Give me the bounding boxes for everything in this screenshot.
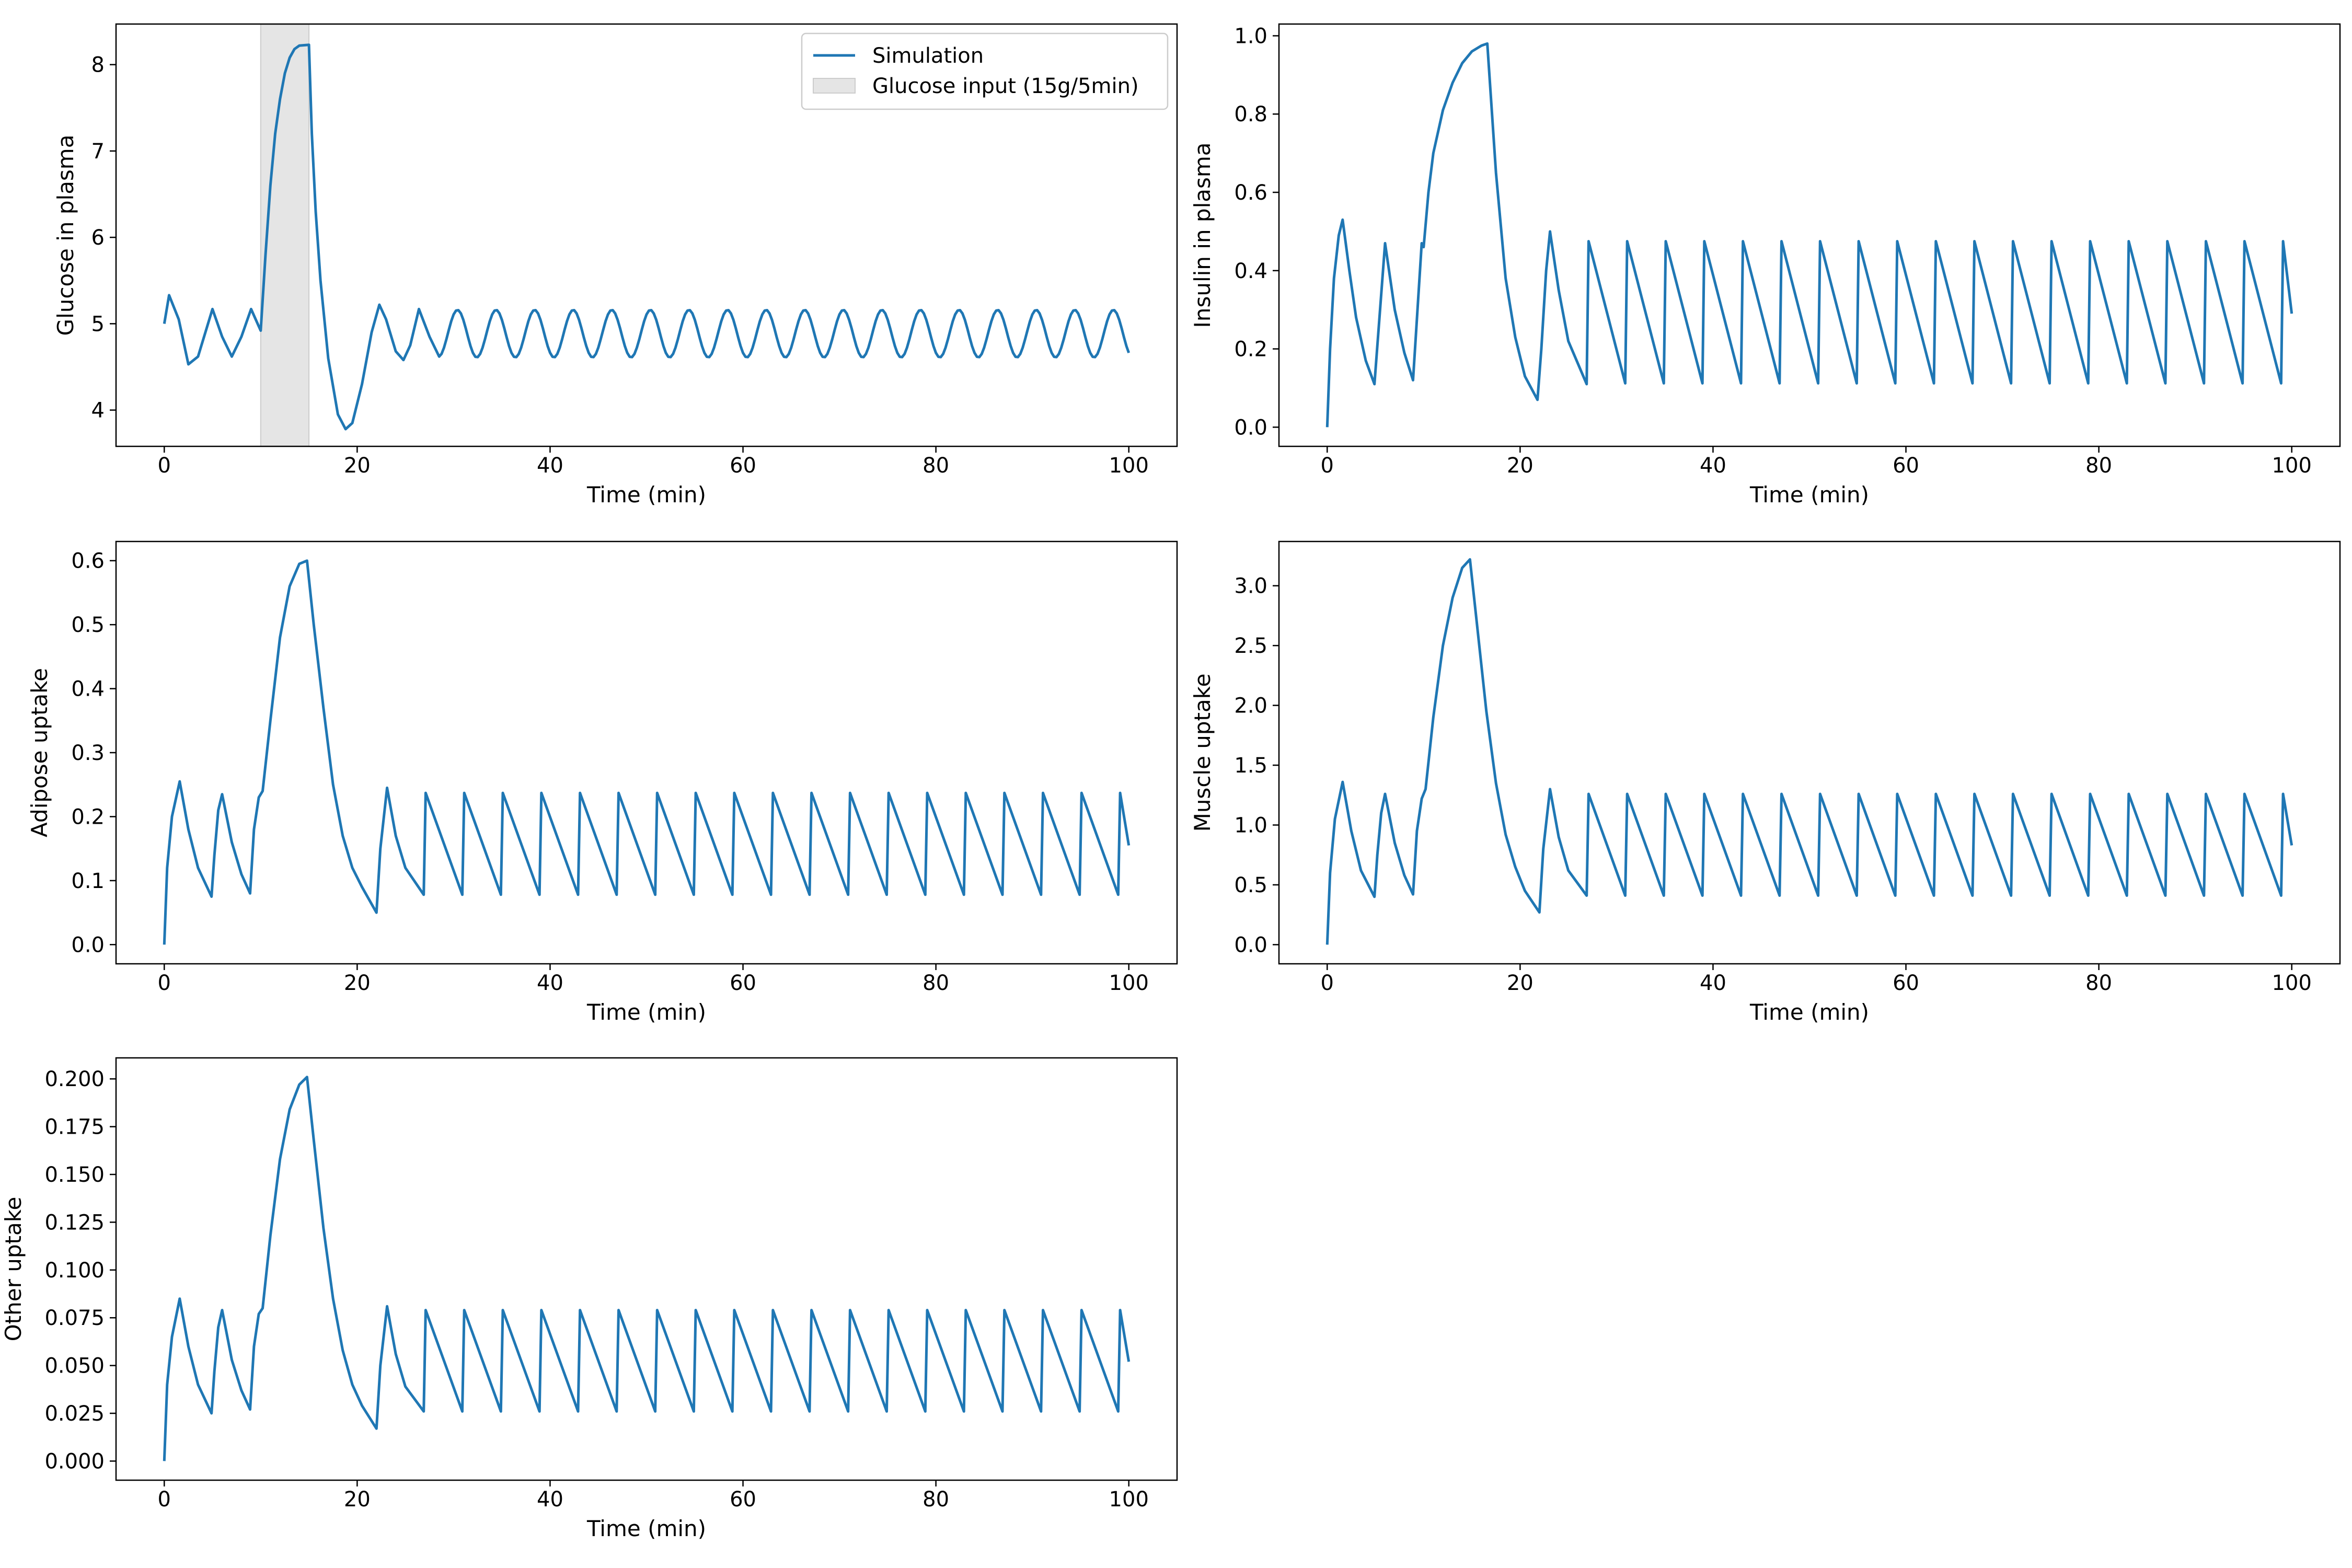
legend-entry-glucose-input: Glucose input (15g/5min) [872,74,1139,98]
legend-entry-simulation: Simulation [872,44,984,68]
y-tick-label: 0.6 [1234,181,1267,205]
y-tick-label: 0.200 [44,1067,105,1091]
y-tick-label: 0.1 [71,869,105,893]
x-tick-label: 60 [730,1488,756,1512]
y-tick-label: 1.5 [1234,754,1267,778]
y-tick-label: 0.025 [44,1402,105,1426]
x-tick-label: 100 [2272,454,2312,478]
x-tick-label: 20 [1507,971,1534,995]
x-tick-label: 80 [923,1488,949,1512]
y-tick-label: 0.050 [44,1354,105,1378]
x-axis-label: Time (min) [586,482,706,508]
axes-frame [115,23,1178,447]
x-tick-label: 80 [923,971,949,995]
subplot-adipose: 0 20 40 60 80 100 0.0 0.1 0.2 0.3 0.4 0.5 0.6 Time (m… [27,540,1178,1025]
x-axis-label: Time (min) [1749,482,1869,508]
series-line-simulation [163,559,1131,945]
y-tick-label: 5 [91,312,105,336]
y-tick-label: 0.150 [44,1163,105,1187]
y-tick-label: 0.4 [71,677,105,701]
x-tick-label: 60 [730,971,756,995]
y-tick-label: 0.075 [44,1306,105,1330]
y-tick-label: 1.0 [1234,24,1267,48]
legend-box [801,32,1169,110]
subplot-other: 0 20 40 60 80 100 0.000 0.025 0.050 0.075 0.100 0.1… [1,1057,1178,1541]
y-tick-label: 0.5 [1234,873,1267,897]
x-tick-label: 60 [1893,454,1919,478]
x-tick-label: 40 [537,1488,563,1512]
x-tick-label: 80 [2085,454,2112,478]
x-tick-label: 40 [1700,454,1726,478]
y-tick-label: 6 [91,226,105,250]
glucose-input-region [260,24,310,447]
axes-frame [115,1057,1178,1481]
y-tick-label: 1.0 [1234,813,1267,837]
y-tick-label: 2.0 [1234,694,1267,718]
x-tick-label: 100 [1109,971,1149,995]
axes-frame [115,540,1178,965]
x-tick-label: 20 [344,454,371,478]
y-tick-label: 7 [91,140,105,164]
axes-frame [1278,540,2341,965]
y-tick-label: 4 [91,399,105,423]
y-axis-label: Glucose in plasma [53,135,78,336]
x-axis-label: Time (min) [586,1516,706,1541]
x-tick-label: 0 [1321,454,1334,478]
y-tick-label: 0.125 [44,1210,105,1235]
y-tick-label: 0.2 [71,805,105,829]
x-tick-label: 40 [537,971,563,995]
x-axis-label: Time (min) [586,999,706,1025]
y-tick-label: 0.2 [1234,338,1267,362]
y-tick-label: 0.000 [44,1449,105,1473]
x-axis-label: Time (min) [1749,999,1869,1025]
legend-patch-swatch [813,78,856,94]
subplot-glucose: 0 20 40 60 80 100 4 5 6 7 8 Time (min) Glucose in pl… [53,23,1178,508]
x-tick-label: 20 [344,1488,371,1512]
x-tick-label: 0 [158,971,171,995]
y-tick-label: 0.8 [1234,102,1267,126]
y-tick-label: 0.100 [44,1259,105,1283]
y-tick-label: 0.0 [71,933,105,957]
x-tick-label: 100 [2272,971,2312,995]
x-tick-label: 40 [537,454,563,478]
series-line-simulation [163,43,1131,431]
y-tick-label: 0.0 [1234,416,1267,440]
x-tick-label: 80 [923,454,949,478]
y-tick-label: 2.5 [1234,634,1267,658]
x-tick-label: 60 [730,454,756,478]
x-tick-label: 80 [2085,971,2112,995]
x-tick-label: 40 [1700,971,1726,995]
x-tick-label: 20 [1507,454,1534,478]
series-line-simulation [1325,42,2293,428]
x-tick-label: 100 [1109,454,1149,478]
x-tick-label: 0 [1321,971,1334,995]
subplot-muscle: 0 20 40 60 80 100 0.0 0.5 1.0 1.5 2.0 2.5 3.0 Time (m… [1190,540,2341,1025]
y-axis-label: Adipose uptake [27,668,52,837]
x-tick-label: 0 [158,454,171,478]
legend: Simulation Glucose input (15g/5min) [801,32,1169,110]
axes-frame [1278,23,2341,447]
y-tick-label: 0.3 [71,741,105,765]
y-axis-label: Insulin in plasma [1190,142,1215,328]
y-tick-label: 0.0 [1234,933,1267,957]
y-tick-label: 0.175 [44,1115,105,1139]
y-tick-label: 0.5 [71,613,105,637]
x-tick-label: 60 [1893,971,1919,995]
y-tick-label: 3.0 [1234,574,1267,598]
series-line-simulation [1325,558,2293,945]
y-tick-label: 0.6 [71,549,105,573]
series-line-simulation [163,1076,1131,1461]
x-tick-label: 0 [158,1488,171,1512]
y-tick-label: 0.4 [1234,259,1267,283]
y-axis-label: Other uptake [1,1197,26,1342]
x-tick-label: 100 [1109,1488,1149,1512]
y-axis-label: Muscle uptake [1190,674,1215,832]
x-tick-label: 20 [344,971,371,995]
y-tick-label: 8 [91,53,105,77]
subplot-insulin: 0 20 40 60 80 100 0.0 0.2 0.4 0.6 0.8 1.0 Time (min)… [1190,23,2341,508]
